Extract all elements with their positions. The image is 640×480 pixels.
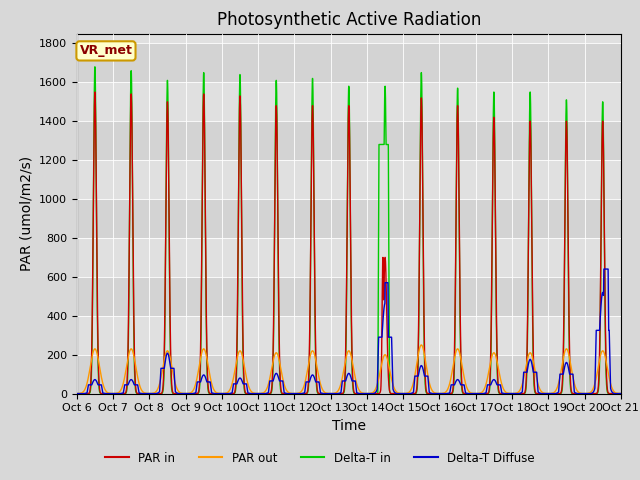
Y-axis label: PAR (umol/m2/s): PAR (umol/m2/s) — [19, 156, 33, 271]
Bar — [77, 121, 621, 160]
Bar — [77, 43, 621, 82]
Bar — [77, 199, 621, 238]
Bar — [77, 277, 621, 316]
Legend: PAR in, PAR out, Delta-T in, Delta-T Diffuse: PAR in, PAR out, Delta-T in, Delta-T Dif… — [100, 447, 540, 469]
Text: VR_met: VR_met — [79, 44, 132, 58]
Bar — [77, 355, 621, 394]
Title: Photosynthetic Active Radiation: Photosynthetic Active Radiation — [216, 11, 481, 29]
X-axis label: Time: Time — [332, 419, 366, 433]
